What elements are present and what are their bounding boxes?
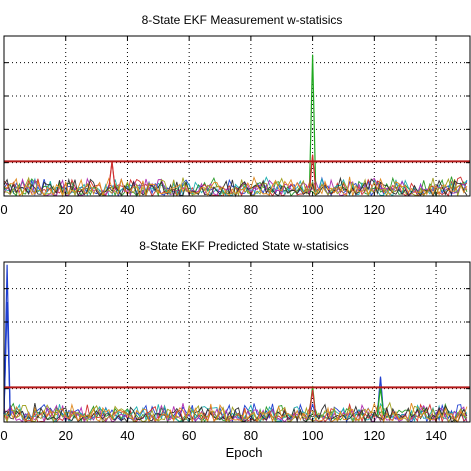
axes-box	[3, 35, 471, 197]
x-tick-label: 20	[58, 428, 72, 443]
x-tick-label: 100	[302, 428, 324, 443]
plot-area	[4, 36, 470, 196]
plot-area	[4, 262, 470, 422]
x-tick-label: 60	[182, 428, 196, 443]
series-line	[3, 402, 468, 424]
series-line	[3, 402, 468, 424]
series-line	[3, 401, 468, 424]
x-tick-label: 100	[302, 202, 324, 217]
x-tick-label: 140	[425, 428, 447, 443]
series-line	[3, 175, 468, 198]
x-tick-label: 140	[425, 202, 447, 217]
x-tick-label: 0	[0, 202, 7, 217]
grid-lines	[4, 262, 470, 422]
x-tick-label: 80	[244, 428, 258, 443]
spike-line	[3, 301, 11, 416]
x-tick-label: 80	[244, 202, 258, 217]
x-tick-labels: 0 20 40 60 80 100 120 140	[0, 202, 447, 217]
axes-frame	[3, 261, 471, 423]
measurement-w-statistics-chart: 8-State EKF Measurement w-statisics 0 20 4…	[0, 13, 471, 217]
x-tick-label: 40	[120, 202, 134, 217]
data-series	[3, 54, 468, 198]
spike-line	[308, 154, 317, 190]
x-tick-label: 0	[0, 428, 7, 443]
spike-line	[308, 54, 317, 190]
chart-title: 8-State EKF Predicted State w-statisics	[139, 239, 348, 253]
predicted-state-w-statistics-chart: 8-State EKF Predicted State w-statisics …	[0, 239, 471, 460]
axes-box	[3, 261, 471, 423]
x-tick-label: 20	[58, 202, 72, 217]
x-tick-label: 40	[120, 428, 134, 443]
chart-title: 8-State EKF Measurement w-statisics	[142, 13, 343, 27]
x-axis-label: Epoch	[226, 445, 263, 460]
x-tick-labels: 0 20 40 60 80 100 120 140	[0, 428, 447, 443]
spike-line	[308, 389, 317, 416]
x-tick-label: 120	[363, 202, 385, 217]
grid-lines	[4, 36, 470, 196]
x-tick-label: 60	[182, 202, 196, 217]
x-tick-label: 120	[363, 428, 385, 443]
data-series	[3, 264, 468, 424]
axes-frame	[3, 35, 471, 197]
